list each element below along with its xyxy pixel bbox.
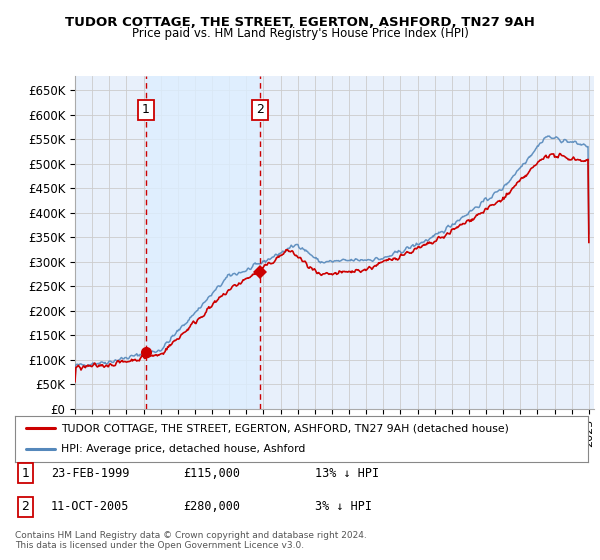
Text: 3% ↓ HPI: 3% ↓ HPI <box>315 500 372 514</box>
Text: 11-OCT-2005: 11-OCT-2005 <box>51 500 130 514</box>
Text: 1: 1 <box>21 466 29 480</box>
Text: 2: 2 <box>21 500 29 514</box>
Text: Price paid vs. HM Land Registry's House Price Index (HPI): Price paid vs. HM Land Registry's House … <box>131 27 469 40</box>
Text: 2: 2 <box>256 104 264 116</box>
Text: TUDOR COTTAGE, THE STREET, EGERTON, ASHFORD, TN27 9AH (detached house): TUDOR COTTAGE, THE STREET, EGERTON, ASHF… <box>61 423 509 433</box>
Text: £280,000: £280,000 <box>183 500 240 514</box>
Text: £115,000: £115,000 <box>183 466 240 480</box>
Text: 13% ↓ HPI: 13% ↓ HPI <box>315 466 379 480</box>
Text: 1: 1 <box>142 104 150 116</box>
Text: HPI: Average price, detached house, Ashford: HPI: Average price, detached house, Ashf… <box>61 444 305 454</box>
Text: 23-FEB-1999: 23-FEB-1999 <box>51 466 130 480</box>
Text: TUDOR COTTAGE, THE STREET, EGERTON, ASHFORD, TN27 9AH: TUDOR COTTAGE, THE STREET, EGERTON, ASHF… <box>65 16 535 29</box>
Text: Contains HM Land Registry data © Crown copyright and database right 2024.
This d: Contains HM Land Registry data © Crown c… <box>15 530 367 550</box>
Bar <box>146 76 260 409</box>
